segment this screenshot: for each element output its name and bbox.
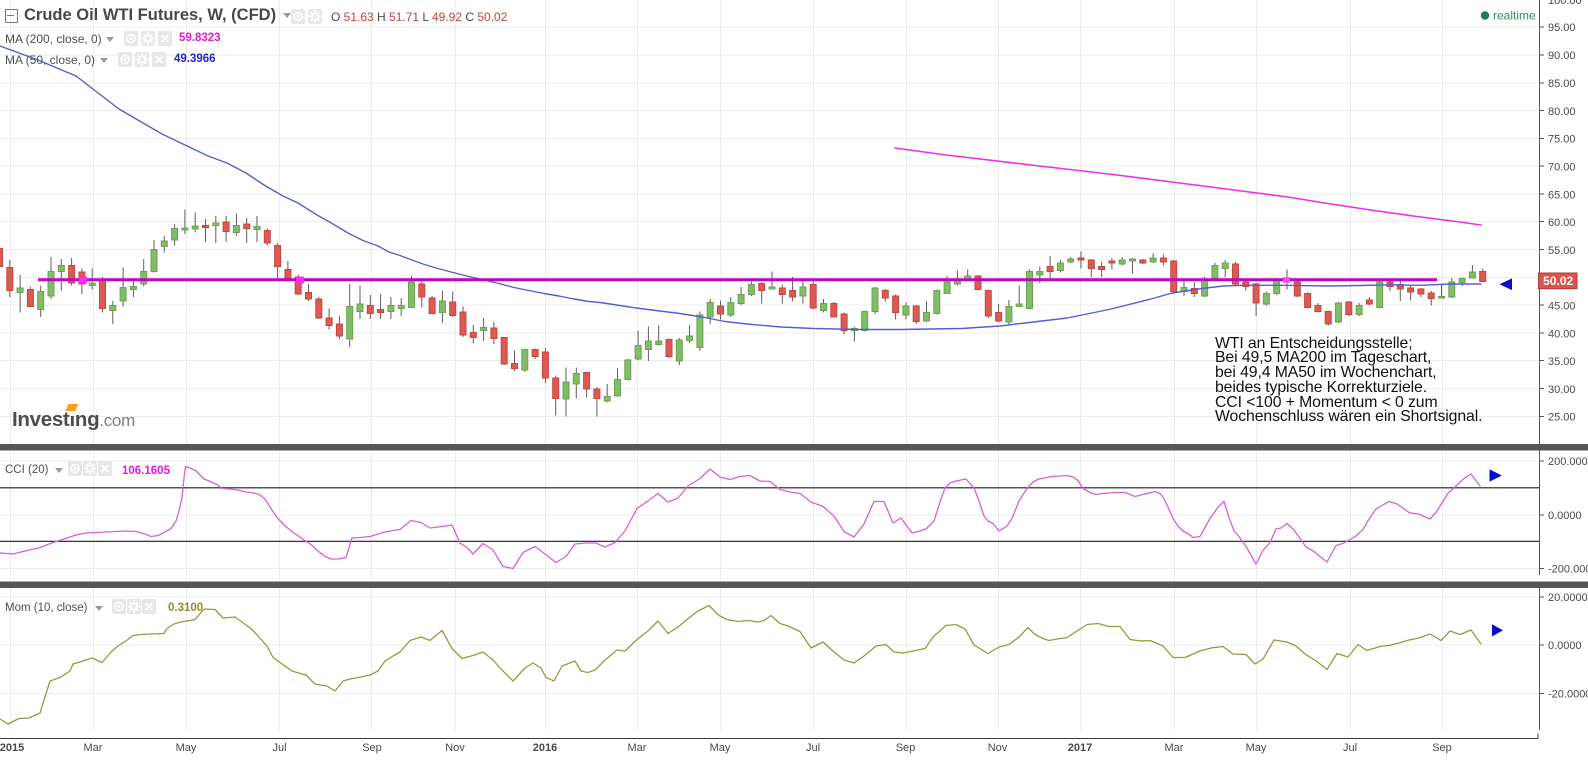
svg-text:Sep: Sep xyxy=(1432,742,1452,754)
svg-text:45.00: 45.00 xyxy=(1548,301,1576,313)
svg-text:Nov: Nov xyxy=(988,742,1008,754)
svg-text:35.00: 35.00 xyxy=(1548,356,1576,368)
svg-text:May: May xyxy=(176,742,197,754)
svg-text:Mar: Mar xyxy=(1165,742,1184,754)
svg-text:May: May xyxy=(1246,742,1267,754)
svg-text:40.00: 40.00 xyxy=(1548,328,1576,340)
svg-text:60.00: 60.00 xyxy=(1548,217,1576,229)
svg-text:100.00: 100.00 xyxy=(1548,0,1582,7)
svg-text:Mar: Mar xyxy=(84,742,103,754)
svg-text:200.0000: 200.0000 xyxy=(1548,456,1588,468)
svg-text:55.00: 55.00 xyxy=(1548,245,1576,257)
svg-text:85.00: 85.00 xyxy=(1548,78,1576,90)
svg-text:2016: 2016 xyxy=(533,742,557,754)
svg-text:90.00: 90.00 xyxy=(1548,50,1576,62)
svg-text:-20.0000: -20.0000 xyxy=(1548,689,1588,701)
svg-text:0.0000: 0.0000 xyxy=(1548,510,1582,522)
svg-text:realtime: realtime xyxy=(1493,9,1536,23)
svg-text:70.00: 70.00 xyxy=(1548,162,1576,174)
svg-text:95.00: 95.00 xyxy=(1548,22,1576,34)
svg-text:80.00: 80.00 xyxy=(1548,106,1576,118)
svg-text:50.02: 50.02 xyxy=(1543,274,1573,288)
svg-text:65.00: 65.00 xyxy=(1548,189,1576,201)
svg-text:Nov: Nov xyxy=(445,742,465,754)
svg-text:2017: 2017 xyxy=(1068,742,1092,754)
svg-text:May: May xyxy=(710,742,731,754)
svg-text:2015: 2015 xyxy=(0,742,24,754)
svg-text:Jul: Jul xyxy=(806,742,820,754)
svg-text:20.0000: 20.0000 xyxy=(1548,592,1588,604)
svg-text:25.00: 25.00 xyxy=(1548,412,1576,424)
svg-text:Mar: Mar xyxy=(628,742,647,754)
svg-text:0.0000: 0.0000 xyxy=(1548,640,1582,652)
svg-text:Sep: Sep xyxy=(896,742,916,754)
svg-text:30.00: 30.00 xyxy=(1548,384,1576,396)
svg-text:Jul: Jul xyxy=(272,742,286,754)
svg-text:-200.0000: -200.0000 xyxy=(1548,563,1588,575)
svg-text:75.00: 75.00 xyxy=(1548,134,1576,146)
svg-text:Sep: Sep xyxy=(362,742,382,754)
svg-text:Jul: Jul xyxy=(1343,742,1357,754)
